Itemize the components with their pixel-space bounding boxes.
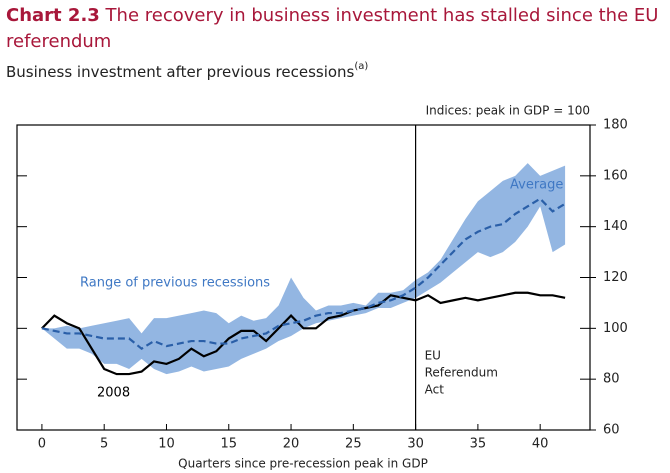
x-tick-label: 35 [470,437,487,452]
subtitle-note: (a) [354,61,368,72]
x-axis-label: Quarters since pre-recession peak in GDP [178,457,428,471]
x-tick-label: 25 [345,437,362,452]
annotation-text: EU [425,349,441,363]
chart-number: Chart 2.3 [6,5,100,26]
y-tick-label: 60 [603,423,620,438]
x-tick-label: 10 [158,437,175,452]
range-band [41,163,566,375]
x-tick-label: 20 [283,437,300,452]
y-tick-label: 100 [603,321,628,336]
x-tick-label: 30 [407,437,424,452]
y-axis-label: Indices: peak in GDP = 100 [426,104,590,118]
subtitle-line: Business investment after previous reces… [6,61,368,81]
y-tick-label: 80 [603,372,620,387]
series-line [41,197,566,351]
y-tick-label: 120 [603,270,628,285]
y-tick-label: 140 [603,219,628,234]
annotation-text: Referendum [425,366,498,380]
chart-title-line: Chart 2.3 The recovery in business inves… [6,5,658,26]
chart-title: The recovery in business investment has … [105,5,659,26]
y-tick-label: 160 [603,168,628,183]
series-label: 2008 [97,386,130,401]
x-tick-label: 40 [532,437,549,452]
series-label: Average [510,178,563,193]
range-label: Range of previous recessions [80,276,270,291]
x-tick-label: 5 [100,437,108,452]
chart-title-cont: referendum [6,31,111,52]
annotation-text: Act [425,383,445,397]
x-tick-label: 15 [220,437,237,452]
y-tick-label: 180 [603,118,628,133]
series-line [41,291,566,376]
x-tick-label: 0 [38,437,46,452]
subtitle: Business investment after previous reces… [6,63,355,81]
